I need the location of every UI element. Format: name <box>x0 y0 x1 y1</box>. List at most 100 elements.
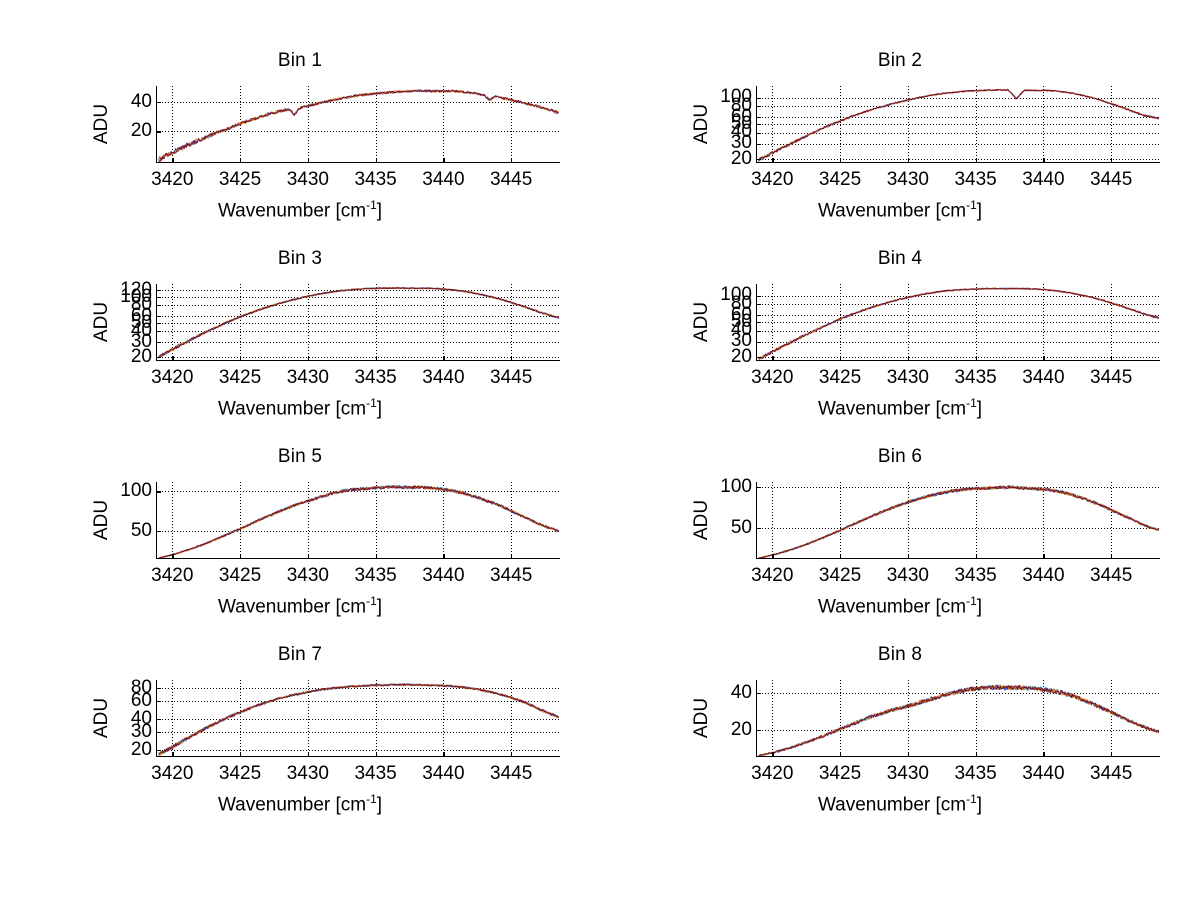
subplot-title: Bin 7 <box>277 644 323 665</box>
gridline-horizontal <box>756 159 1160 160</box>
x-axis-label-bracket: ] <box>976 794 983 816</box>
gridline-vertical <box>240 680 242 757</box>
gridline-horizontal <box>756 330 1160 332</box>
x-tick-label: 3440 <box>422 169 465 190</box>
trace-trace-a <box>758 684 1160 757</box>
y-tick-label: 100 <box>720 475 752 497</box>
y-tick-mark <box>156 491 161 493</box>
gridline-horizontal <box>156 700 560 702</box>
y-axis-label: ADU <box>72 499 132 539</box>
y-tick-mark <box>156 357 161 359</box>
x-tick-mark <box>840 356 842 361</box>
y-tick-label: 100 <box>120 480 152 502</box>
y-tick-mark <box>156 315 161 318</box>
x-axis-label: Wavenumber [cm-1] <box>600 198 1200 222</box>
x-tick-label: 3420 <box>751 763 794 784</box>
gridline-vertical <box>840 680 842 757</box>
x-tick-label: 3440 <box>1022 367 1065 388</box>
y-tick-mark <box>156 101 161 104</box>
x-tick-label: 3435 <box>354 169 397 190</box>
y-tick-label: 30 <box>130 330 152 352</box>
spectrum-traces <box>158 484 560 559</box>
gridline-vertical <box>240 284 242 361</box>
x-tick-label: 3420 <box>151 169 194 190</box>
x-tick-mark <box>772 158 774 163</box>
x-tick-mark <box>975 356 977 361</box>
x-tick-label: 3435 <box>954 763 997 784</box>
gridline-horizontal <box>756 357 1160 358</box>
x-tick-mark <box>840 158 842 163</box>
gridline-vertical <box>511 86 513 163</box>
subplot-title: Bin 3 <box>277 248 323 269</box>
x-tick-mark <box>907 158 910 163</box>
y-tick-mark <box>756 692 761 695</box>
x-tick-label: 3420 <box>751 367 794 388</box>
x-tick-mark <box>307 356 310 361</box>
gridline-vertical <box>772 680 774 757</box>
y-tick-label: 40 <box>730 121 752 143</box>
y-tick-mark <box>756 106 761 108</box>
subplot-bin-7: Bin 7 3420 3425 3430 3435 3440 3445 20 30 40 60 80 A… <box>0 642 600 838</box>
x-axis-label: Wavenumber [cm-1] <box>600 792 1200 816</box>
x-axis-label-bracket: ] <box>976 596 983 618</box>
x-axis-label-exponent: -1 <box>366 792 377 806</box>
y-tick-label: 60 <box>130 689 152 711</box>
x-tick-label: 3425 <box>818 169 862 190</box>
gridline-vertical <box>375 284 377 361</box>
x-tick-label: 3440 <box>422 763 465 784</box>
y-axis-label-text: ADU <box>691 697 712 738</box>
trace-trace-a <box>758 485 1159 559</box>
y-tick-mark <box>156 530 161 532</box>
subplot-title: Bin 5 <box>277 446 323 467</box>
y-tick-mark <box>756 486 761 489</box>
y-tick-label: 80 <box>730 94 752 116</box>
plot-area <box>756 284 1160 361</box>
x-tick-label: 3435 <box>954 169 997 190</box>
trace-trace-a <box>158 286 559 359</box>
gridline-horizontal <box>156 341 560 343</box>
gridline-horizontal <box>156 749 560 751</box>
subplot-bin-2: Bin 2 3420 3425 3430 3435 3440 3445 20 30 40 50 60 8… <box>600 48 1200 244</box>
x-tick-label: 3435 <box>954 565 997 586</box>
x-tick-mark <box>1043 752 1045 757</box>
gridline-vertical <box>375 482 377 559</box>
y-tick-mark <box>156 305 161 307</box>
axes-frame <box>756 482 1160 559</box>
gridline-horizontal <box>756 106 1160 107</box>
gridline-vertical <box>307 86 309 163</box>
gridline-vertical <box>1043 482 1045 559</box>
x-tick-mark <box>511 554 513 559</box>
trace-trace-a <box>758 287 1160 360</box>
x-axis-label-main: Wavenumber [cm <box>217 596 367 618</box>
spectrum-traces <box>758 88 1159 162</box>
y-tick-mark <box>156 131 161 133</box>
x-axis-label: Wavenumber [cm-1] <box>0 198 600 222</box>
gridline-horizontal <box>156 101 560 103</box>
x-tick-label: 3440 <box>1022 763 1065 784</box>
x-tick-label: 3420 <box>151 565 194 586</box>
x-tick-mark <box>975 158 977 163</box>
y-tick-mark <box>156 687 161 689</box>
gridline-horizontal <box>156 687 560 689</box>
x-tick-mark <box>172 158 174 163</box>
x-tick-mark <box>907 554 910 559</box>
trace-trace-a <box>158 89 559 162</box>
y-tick-label: 40 <box>130 90 152 112</box>
x-tick-mark <box>375 158 377 163</box>
y-tick-mark <box>156 731 161 733</box>
x-tick-mark <box>240 554 242 559</box>
x-tick-mark <box>1111 356 1113 361</box>
spectrum-traces <box>758 287 1160 361</box>
x-tick-label: 3430 <box>286 763 329 784</box>
x-tick-mark <box>772 752 774 757</box>
y-tick-mark <box>756 330 761 332</box>
x-tick-label: 3420 <box>751 565 794 586</box>
x-tick-mark <box>511 752 513 757</box>
x-tick-label: 3425 <box>218 367 262 388</box>
gridline-horizontal <box>756 124 1160 125</box>
x-tick-label: 3445 <box>490 169 533 190</box>
x-tick-mark <box>443 356 445 361</box>
x-axis-label: Wavenumber [cm-1] <box>600 396 1200 420</box>
x-tick-label: 3430 <box>886 763 929 784</box>
